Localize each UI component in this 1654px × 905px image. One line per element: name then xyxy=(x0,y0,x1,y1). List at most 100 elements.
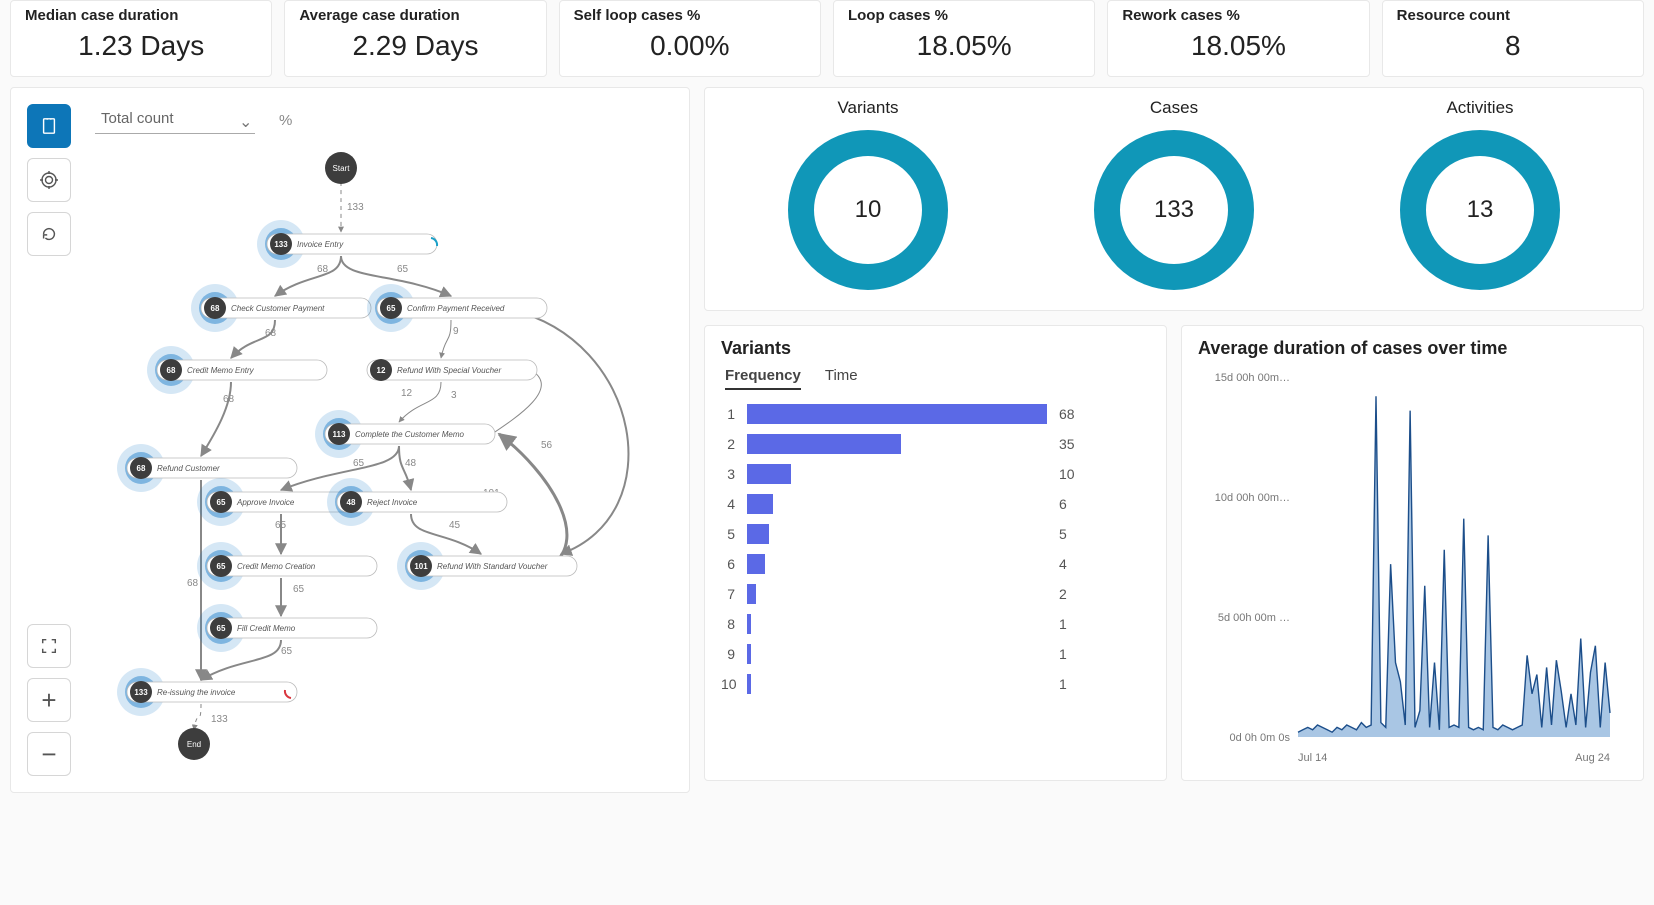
variant-index: 1 xyxy=(721,406,735,422)
variant-index: 2 xyxy=(721,436,735,452)
variant-index: 9 xyxy=(721,646,735,662)
process-node[interactable]: 48Reject Invoice xyxy=(327,478,507,526)
node-count: 133 xyxy=(274,240,288,249)
variant-value: 35 xyxy=(1059,436,1089,452)
kpi-label: Resource count xyxy=(1397,7,1629,24)
process-node[interactable]: 65Confirm Payment Received xyxy=(367,284,547,332)
node-label: Refund With Standard Voucher xyxy=(437,562,548,571)
variant-bar-row[interactable]: 81 xyxy=(721,614,1150,634)
map-mode-button[interactable] xyxy=(27,104,71,148)
donut: Cases133 xyxy=(1094,98,1254,290)
variants-title: Variants xyxy=(721,338,1150,359)
edge-label: 3 xyxy=(451,390,457,401)
svg-text:Aug 24: Aug 24 xyxy=(1575,752,1610,764)
variant-bar-row[interactable]: 91 xyxy=(721,644,1150,664)
svg-text:Start: Start xyxy=(333,164,351,173)
donut-value: 133 xyxy=(1094,130,1254,290)
node-count: 65 xyxy=(217,624,226,633)
zoom-out-button[interactable]: − xyxy=(27,732,71,776)
process-edge xyxy=(441,320,451,358)
variant-bar-track xyxy=(747,614,1047,634)
variant-value: 10 xyxy=(1059,466,1089,482)
tab-time[interactable]: Time xyxy=(825,367,858,390)
variant-index: 6 xyxy=(721,556,735,572)
variant-value: 1 xyxy=(1059,646,1089,662)
metric-select[interactable] xyxy=(95,106,255,134)
chart-icon xyxy=(40,117,58,135)
variant-value: 6 xyxy=(1059,496,1089,512)
process-edge xyxy=(511,310,628,554)
edge-label: 133 xyxy=(347,202,364,213)
metric-select-group: ⌄ % xyxy=(95,106,292,134)
process-node[interactable]: 65 Credit Memo Creation xyxy=(197,542,377,590)
node-label: Credit Memo Entry xyxy=(187,366,255,375)
process-node[interactable]: 101Refund With Standard Voucher xyxy=(397,542,577,590)
summary-donuts-panel: Variants10Cases133Activities13 xyxy=(704,87,1644,311)
kpi-tile: Median case duration1.23 Days xyxy=(10,0,272,77)
refresh-button[interactable] xyxy=(27,212,71,256)
variant-bar-row[interactable]: 101 xyxy=(721,674,1150,694)
kpi-tile: Resource count8 xyxy=(1382,0,1644,77)
node-label: Check Customer Payment xyxy=(231,304,325,313)
kpi-value: 1.23 Days xyxy=(25,30,257,62)
process-node[interactable]: 113Complete the Customer Memo xyxy=(315,410,495,458)
kpi-label: Average case duration xyxy=(299,7,531,24)
variant-bar-row[interactable]: 64 xyxy=(721,554,1150,574)
edge-label: 68 xyxy=(187,578,199,589)
process-edge xyxy=(194,704,201,730)
edge-label: 9 xyxy=(453,326,459,337)
variant-bar-row[interactable]: 55 xyxy=(721,524,1150,544)
fullscreen-button[interactable] xyxy=(27,624,71,668)
variant-bar-row[interactable]: 2 35 xyxy=(721,434,1150,454)
edge-label: 68 xyxy=(317,264,329,275)
node-count: 65 xyxy=(217,562,226,571)
target-icon xyxy=(39,170,59,190)
zoom-in-button[interactable]: + xyxy=(27,678,71,722)
node-label: Credit Memo Creation xyxy=(237,562,316,571)
variant-bar-row[interactable]: 1 68 xyxy=(721,404,1150,424)
variant-index: 10 xyxy=(721,676,735,692)
variant-bar-track xyxy=(747,464,1047,484)
variant-bar-row[interactable]: 72 xyxy=(721,584,1150,604)
edge-label: 45 xyxy=(449,520,461,531)
donut-title: Activities xyxy=(1446,98,1513,118)
node-label: Re-issuing the invoice xyxy=(157,688,236,697)
variant-bar-track xyxy=(747,554,1047,574)
donut: Variants10 xyxy=(788,98,948,290)
svg-text:15d 00h 00m…: 15d 00h 00m… xyxy=(1215,372,1290,384)
node-label: Invoice Entry xyxy=(297,240,344,249)
process-map[interactable]: 1336865689681265486545656568133561013Sta… xyxy=(81,148,641,788)
variant-bar-track xyxy=(747,644,1047,664)
svg-text:Jul 14: Jul 14 xyxy=(1298,752,1327,764)
target-button[interactable] xyxy=(27,158,71,202)
variant-bar-track xyxy=(747,434,1047,454)
variant-value: 2 xyxy=(1059,586,1089,602)
process-node[interactable]: 133Re-issuing the invoice xyxy=(117,668,297,716)
variant-bar-track xyxy=(747,494,1047,514)
node-label: Complete the Customer Memo xyxy=(355,430,464,439)
variant-value: 68 xyxy=(1059,406,1089,422)
process-node[interactable]: 65 Fill Credit Memo xyxy=(197,604,377,652)
edge-label: 65 xyxy=(275,520,287,531)
edge-label: 68 xyxy=(265,328,277,339)
variant-value: 5 xyxy=(1059,526,1089,542)
variant-index: 7 xyxy=(721,586,735,602)
process-node[interactable]: 12Refund With Special Voucher xyxy=(367,359,537,381)
edge-label: 65 xyxy=(397,264,409,275)
process-node[interactable]: 133 Invoice Entry xyxy=(257,220,437,268)
node-count: 68 xyxy=(137,464,146,473)
edge-label: 133 xyxy=(211,714,228,725)
node-label: Fill Credit Memo xyxy=(237,624,296,633)
kpi-tile: Self loop cases %0.00% xyxy=(559,0,821,77)
node-count: 12 xyxy=(377,366,386,375)
variants-panel: Variants FrequencyTime 16823531046556472… xyxy=(704,325,1167,781)
refresh-icon xyxy=(40,225,58,243)
metric-suffix: % xyxy=(279,112,292,129)
variant-bar-row[interactable]: 46 xyxy=(721,494,1150,514)
variant-bar-track xyxy=(747,524,1047,544)
variant-bar-row[interactable]: 310 xyxy=(721,464,1150,484)
duration-chart[interactable]: 15d 00h 00m…10d 00h 00m…5d 00h 00m …0d 0… xyxy=(1198,367,1618,767)
kpi-row: Median case duration1.23 Days Average cas… xyxy=(0,0,1654,87)
kpi-value: 18.05% xyxy=(848,30,1080,62)
tab-frequency[interactable]: Frequency xyxy=(725,367,801,390)
